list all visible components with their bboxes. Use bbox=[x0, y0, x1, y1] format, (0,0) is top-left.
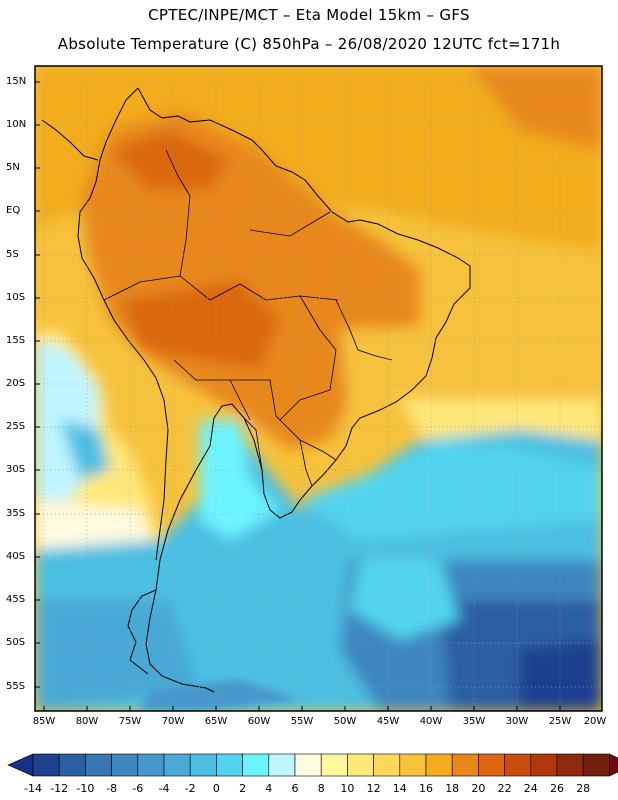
lat-label: 10N bbox=[6, 119, 27, 130]
legend-label: -6 bbox=[132, 782, 144, 795]
lon-label: 35W bbox=[462, 716, 486, 727]
legend-arrow-high bbox=[609, 753, 618, 777]
lat-label: 55S bbox=[6, 681, 26, 692]
legend-swatch bbox=[85, 753, 112, 777]
legend-label: 16 bbox=[419, 782, 433, 795]
lat-label: 50S bbox=[6, 637, 26, 648]
color-legend bbox=[7, 753, 618, 777]
legend-label: 24 bbox=[523, 782, 538, 795]
legend-swatch bbox=[373, 753, 401, 777]
lon-label: 85W bbox=[32, 716, 56, 727]
legend-label: 4 bbox=[265, 782, 273, 795]
legend-label: -10 bbox=[76, 782, 95, 795]
lon-label: 55W bbox=[290, 716, 314, 727]
legend-swatch bbox=[294, 753, 322, 777]
lat-label: 25S bbox=[6, 421, 26, 432]
lon-label: 80W bbox=[75, 716, 99, 727]
legend-label: 22 bbox=[497, 782, 512, 795]
lon-label: 45W bbox=[376, 716, 400, 727]
legend-swatch bbox=[268, 753, 296, 777]
legend-label: 8 bbox=[317, 782, 325, 795]
legend-swatch bbox=[32, 753, 60, 777]
map-frame bbox=[34, 65, 603, 712]
legend-arrow-low bbox=[7, 753, 34, 777]
legend-label: -8 bbox=[106, 782, 118, 795]
graticule bbox=[35, 66, 602, 711]
coastline bbox=[41, 87, 471, 693]
lon-label: 75W bbox=[118, 716, 142, 727]
lat-label: 40S bbox=[6, 551, 26, 562]
legend-swatch bbox=[58, 753, 86, 777]
legend-label: 0 bbox=[212, 782, 220, 795]
legend-label: 20 bbox=[471, 782, 486, 795]
legend-swatch bbox=[582, 753, 610, 777]
lon-label: 60W bbox=[247, 716, 271, 727]
lat-label: 5S bbox=[6, 249, 19, 260]
lat-label: 15S bbox=[6, 335, 26, 346]
temperature-field bbox=[35, 66, 602, 711]
legend-label: -14 bbox=[24, 782, 42, 795]
legend-label: 10 bbox=[340, 782, 355, 795]
map-title: CPTEC/INPE/MCT – Eta Model 15km – GFS bbox=[148, 6, 470, 24]
lon-label: 65W bbox=[204, 716, 228, 727]
lon-label: 25W bbox=[548, 716, 572, 727]
legend-label: 14 bbox=[392, 782, 407, 795]
lat-label: 5N bbox=[6, 162, 20, 173]
legend-label: 26 bbox=[550, 782, 564, 795]
legend-swatch bbox=[451, 753, 479, 777]
legend-swatch bbox=[504, 753, 532, 777]
legend-swatch bbox=[478, 753, 505, 777]
legend-swatch bbox=[320, 753, 348, 777]
legend-swatch bbox=[347, 753, 374, 777]
lon-label: 40W bbox=[419, 716, 443, 727]
legend-label: 2 bbox=[239, 782, 247, 795]
legend-swatch bbox=[242, 753, 270, 777]
lat-label: EQ bbox=[6, 205, 21, 216]
legend-swatch bbox=[163, 753, 191, 777]
legend-label: 6 bbox=[291, 782, 299, 795]
lat-label: 30S bbox=[6, 464, 26, 475]
legend-swatch bbox=[399, 753, 427, 777]
legend-swatch bbox=[111, 753, 139, 777]
lat-label: 15N bbox=[6, 76, 27, 87]
legend-label: 28 bbox=[576, 782, 591, 795]
legend-swatch bbox=[137, 753, 165, 777]
lon-label: 70W bbox=[161, 716, 185, 727]
axis-ticks bbox=[35, 81, 561, 711]
legend-label: -2 bbox=[184, 782, 196, 795]
lat-label: 20S bbox=[6, 378, 26, 389]
lon-label: 30W bbox=[505, 716, 529, 727]
legend-swatch bbox=[425, 753, 453, 777]
map-subtitle: Absolute Temperature (C) 850hPa – 26/08/… bbox=[57, 35, 561, 53]
legend-label: 12 bbox=[366, 782, 381, 795]
legend-swatch bbox=[216, 753, 243, 777]
legend-label: 18 bbox=[445, 782, 460, 795]
legend-label: -12 bbox=[50, 782, 69, 795]
legend-swatch bbox=[189, 753, 217, 777]
legend-label: -4 bbox=[158, 782, 170, 795]
lon-label: 50W bbox=[333, 716, 357, 727]
lat-label: 35S bbox=[6, 508, 26, 519]
legend-swatch bbox=[530, 753, 558, 777]
legend-swatch bbox=[556, 753, 584, 777]
lat-label: 10S bbox=[6, 292, 26, 303]
lat-label: 45S bbox=[6, 594, 26, 605]
lon-label: 20W bbox=[583, 716, 607, 727]
temperature-map bbox=[34, 65, 603, 712]
country-borders bbox=[103, 149, 393, 487]
